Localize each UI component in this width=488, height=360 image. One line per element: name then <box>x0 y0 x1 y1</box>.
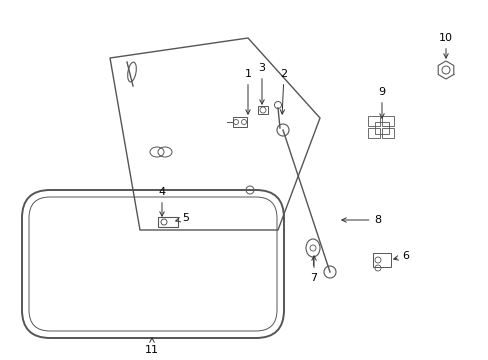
Text: 1: 1 <box>244 69 251 114</box>
Text: 5: 5 <box>175 213 189 223</box>
Text: 11: 11 <box>145 338 159 355</box>
Bar <box>367 116 379 126</box>
Bar <box>381 116 393 126</box>
Bar <box>381 128 393 138</box>
Bar <box>374 122 388 134</box>
Text: 6: 6 <box>393 251 408 261</box>
Text: 3: 3 <box>258 63 265 104</box>
Bar <box>258 106 267 114</box>
Text: 7: 7 <box>310 256 317 283</box>
Bar <box>367 128 379 138</box>
Text: 10: 10 <box>438 33 452 58</box>
Bar <box>158 217 178 227</box>
Text: 9: 9 <box>378 87 385 118</box>
Text: 2: 2 <box>280 69 287 114</box>
Bar <box>372 253 390 267</box>
Text: 4: 4 <box>158 187 165 216</box>
Bar <box>232 117 246 127</box>
Text: 8: 8 <box>341 215 381 225</box>
